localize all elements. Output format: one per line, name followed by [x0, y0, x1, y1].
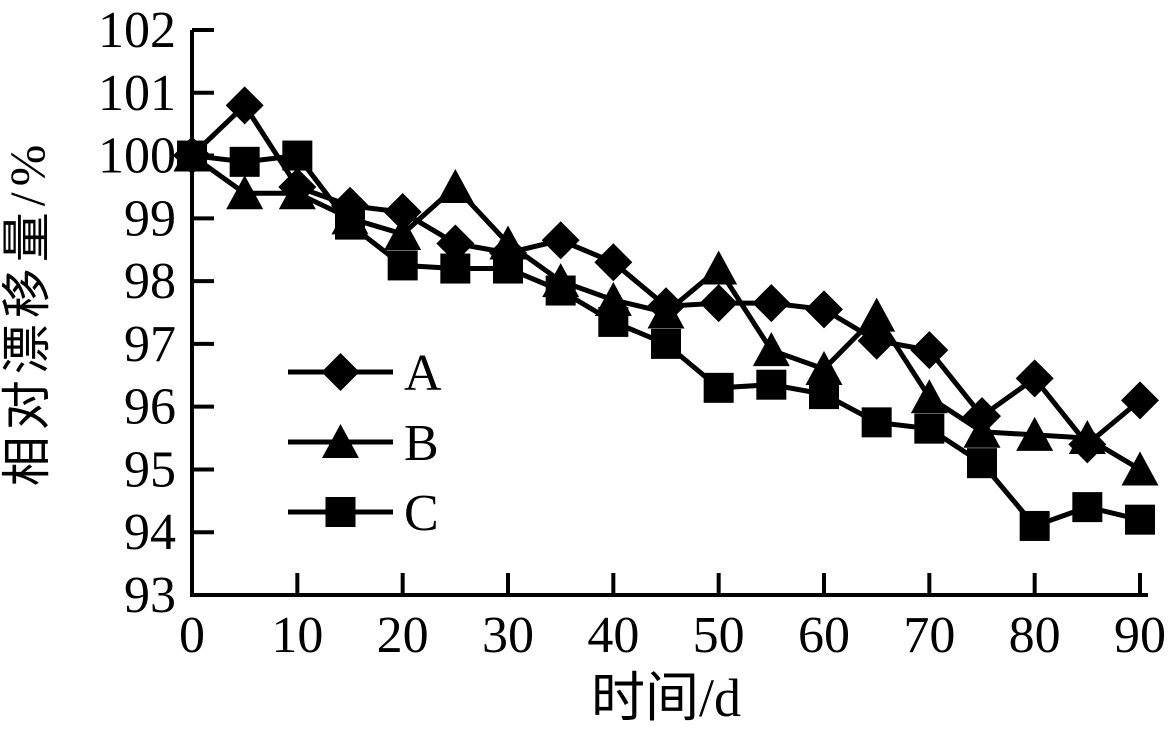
y-tick-label: 100: [98, 128, 176, 185]
series-A-line: [190, 101, 1142, 448]
series-B-marker: [1121, 451, 1159, 486]
x-tick-label: 0: [179, 607, 205, 664]
series-C-marker: [861, 407, 892, 438]
series-B-marker: [752, 332, 790, 367]
series-A-marker: [805, 290, 843, 329]
series-C-marker: [651, 328, 681, 359]
series-B-marker: [489, 225, 527, 260]
series-C-marker: [229, 146, 260, 177]
series-A-marker: [436, 224, 475, 263]
series-C-marker: [1072, 492, 1103, 523]
series-C-marker: [1125, 504, 1155, 535]
series-A-marker: [1121, 381, 1159, 420]
series-A-marker: [1015, 359, 1054, 398]
series-C-marker: [387, 250, 418, 281]
series-B-marker: [858, 297, 896, 332]
x-tick-label: 30: [482, 607, 534, 664]
series-C-marker: [545, 275, 576, 306]
series-C-marker: [1019, 510, 1050, 541]
series-B-marker: [1016, 416, 1054, 451]
series-B-marker: [226, 175, 264, 210]
x-tick-label: 90: [1114, 607, 1166, 664]
legend-C-marker: [325, 497, 356, 527]
y-tick-label: 102: [98, 2, 176, 59]
series-A-marker: [541, 221, 580, 260]
series-C-marker: [493, 253, 523, 284]
y-axis-title: 相对漂移量/%: [0, 139, 55, 487]
x-tick-label: 50: [693, 607, 745, 664]
series-C-marker: [282, 140, 313, 171]
y-tick-label: 101: [98, 65, 176, 122]
x-tick-label: 70: [903, 607, 955, 664]
series-C-marker: [177, 140, 207, 171]
series-B-marker: [384, 216, 422, 251]
y-tick-label: 94: [124, 504, 176, 561]
y-tick-label: 98: [124, 253, 176, 310]
series-B-marker: [647, 294, 685, 329]
legend-A-label: A: [404, 345, 442, 402]
series-B-marker: [278, 175, 316, 210]
series-C-marker: [440, 253, 471, 284]
y-tick-label: 95: [124, 441, 176, 498]
legend-A-marker: [321, 353, 360, 391]
series-A-marker: [383, 193, 422, 232]
series-A-marker: [699, 284, 738, 323]
series-C-marker: [756, 369, 787, 400]
series-B-marker: [1068, 420, 1106, 455]
legend-B-label: B: [404, 415, 439, 472]
y-tick-label: 96: [124, 379, 176, 436]
legend-C-label: C: [404, 485, 439, 542]
series-C-marker: [335, 209, 365, 240]
series-B-marker: [700, 250, 738, 285]
series-A-marker: [752, 284, 791, 323]
series-C-marker: [967, 448, 997, 479]
y-tick-label: 93: [124, 567, 176, 624]
x-tick-label: 20: [377, 607, 429, 664]
series-B-marker: [910, 379, 948, 414]
x-tick-label: 40: [587, 607, 639, 664]
series-A-marker: [225, 86, 264, 125]
y-tick-label: 99: [124, 190, 176, 247]
x-tick-label: 10: [271, 607, 323, 664]
series-B-marker: [805, 351, 843, 385]
series-A-marker: [594, 243, 633, 282]
y-tick-label: 97: [124, 316, 176, 373]
series-C-marker: [914, 413, 945, 444]
x-tick-label: 60: [798, 607, 850, 664]
x-tick-label: 80: [1009, 607, 1061, 664]
series-A-marker: [910, 331, 949, 370]
legend-B-marker: [322, 424, 359, 458]
series-C-marker: [703, 372, 734, 403]
series-C-marker: [598, 306, 629, 337]
series-C-marker: [809, 379, 839, 410]
series-B-marker: [963, 413, 1001, 448]
series-B-marker: [436, 168, 474, 203]
x-axis-title: 时间/d: [591, 668, 741, 728]
